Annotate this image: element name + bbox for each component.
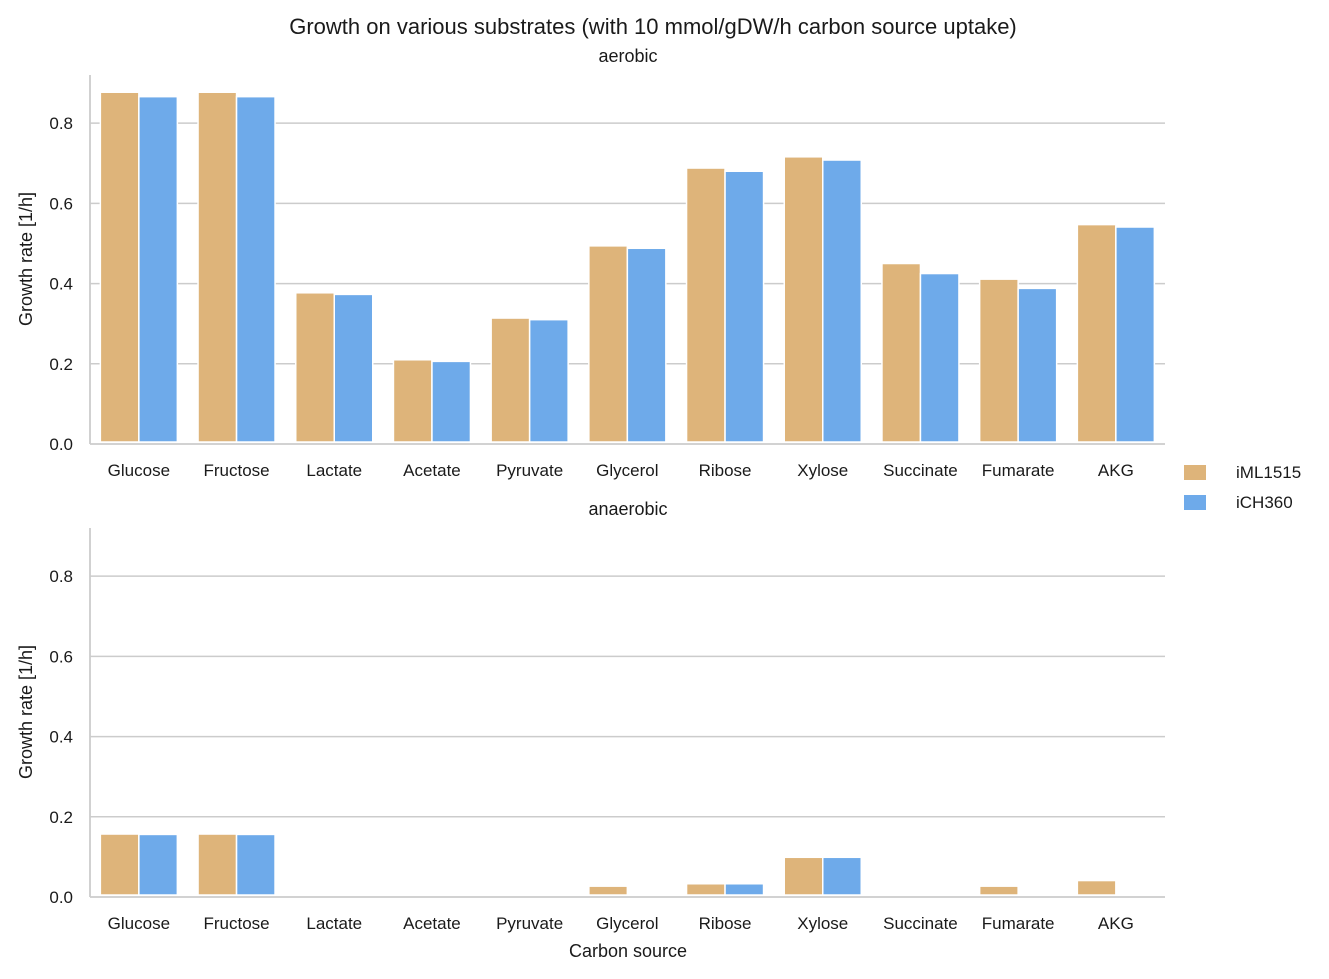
y-axis-label-aerobic: Growth rate [1/h] [16, 192, 36, 326]
bar-anaerobic-iml1515-akg [1076, 879, 1117, 896]
bar-aerobic-ich360-akg [1115, 226, 1156, 443]
y-tick-label-anaerobic: 0.8 [49, 567, 73, 586]
x-tick-label-anaerobic-lactate: Lactate [306, 914, 362, 933]
bar-aerobic-ich360-glucose [138, 95, 179, 443]
x-tick-label-aerobic-fructose: Fructose [203, 461, 269, 480]
bar-anaerobic-iml1515-glucose [99, 833, 140, 896]
bar-aerobic-iml1515-fructose [197, 91, 238, 443]
bar-aerobic-ich360-fructose [235, 95, 276, 443]
y-axis-label-anaerobic: Growth rate [1/h] [16, 645, 36, 779]
panel-anaerobic: anaerobic Growth rate [1/h] Carbon sourc… [16, 499, 1165, 961]
bar-anaerobic-ich360-xylose [822, 856, 862, 896]
y-tick-label-anaerobic: 0.2 [49, 808, 73, 827]
legend: iML1515 iCH360 [1184, 463, 1301, 512]
bar-aerobic-ich360-succinate [919, 272, 960, 443]
y-tick-label-anaerobic: 0.6 [49, 647, 73, 666]
bar-aerobic-ich360-fumarate [1017, 287, 1058, 443]
bar-aerobic-ich360-pyruvate [528, 318, 569, 443]
x-tick-label-anaerobic-succinate: Succinate [883, 914, 958, 933]
panel-title-anaerobic: anaerobic [588, 499, 667, 519]
bar-aerobic-iml1515-glucose [99, 91, 140, 443]
bar-aerobic-iml1515-ribose [685, 167, 726, 443]
x-tick-label-aerobic-glycerol: Glycerol [596, 461, 658, 480]
y-tick-label-aerobic: 0.6 [49, 194, 73, 213]
x-tick-label-aerobic-glucose: Glucose [108, 461, 170, 480]
bar-anaerobic-iml1515-fructose [197, 833, 238, 896]
x-tick-label-anaerobic-fumarate: Fumarate [982, 914, 1055, 933]
legend-swatch-iml1515 [1184, 465, 1206, 480]
x-tick-label-aerobic-acetate: Acetate [403, 461, 461, 480]
bar-aerobic-iml1515-lactate [295, 292, 335, 443]
x-tick-label-aerobic-ribose: Ribose [699, 461, 752, 480]
y-tick-label-anaerobic: 0.0 [49, 888, 73, 907]
x-tick-label-aerobic-succinate: Succinate [883, 461, 958, 480]
bar-aerobic-ich360-glycerol [626, 247, 667, 443]
bar-anaerobic-iml1515-xylose [783, 856, 824, 896]
x-tick-label-anaerobic-ribose: Ribose [699, 914, 752, 933]
panel-aerobic: aerobic Growth rate [1/h] 0.0 0.2 0.4 0.6 0.… [16, 46, 1165, 480]
x-axis-label: Carbon source [569, 941, 687, 961]
x-tick-label-anaerobic-pyruvate: Pyruvate [496, 914, 563, 933]
bar-aerobic-iml1515-akg [1076, 223, 1117, 443]
x-tick-label-anaerobic-glycerol: Glycerol [596, 914, 658, 933]
y-tick-label-aerobic: 0.0 [49, 435, 73, 454]
x-tick-label-aerobic-lactate: Lactate [306, 461, 362, 480]
panel-title-aerobic: aerobic [598, 46, 657, 66]
y-tick-label-anaerobic: 0.4 [49, 728, 73, 747]
chart-title: Growth on various substrates (with 10 mm… [289, 14, 1017, 39]
bar-aerobic-ich360-ribose [724, 170, 765, 443]
bar-aerobic-ich360-lactate [333, 293, 374, 443]
bar-aerobic-iml1515-succinate [881, 262, 922, 443]
bar-anaerobic-iml1515-glycerol [588, 885, 629, 896]
legend-swatch-ich360 [1184, 495, 1206, 510]
x-tick-label-anaerobic-glucose: Glucose [108, 914, 170, 933]
x-tick-label-aerobic-fumarate: Fumarate [982, 461, 1055, 480]
bar-aerobic-iml1515-fumarate [978, 278, 1019, 443]
bar-aerobic-ich360-xylose [822, 159, 862, 443]
bar-aerobic-ich360-acetate [431, 360, 472, 443]
x-tick-label-aerobic-xylose: Xylose [797, 461, 848, 480]
x-tick-label-anaerobic-akg: AKG [1098, 914, 1134, 933]
x-tick-label-aerobic-akg: AKG [1098, 461, 1134, 480]
x-tick-label-anaerobic-acetate: Acetate [403, 914, 461, 933]
y-tick-label-aerobic: 0.8 [49, 114, 73, 133]
bar-aerobic-iml1515-pyruvate [490, 317, 531, 443]
bar-anaerobic-iml1515-ribose [685, 883, 726, 896]
x-tick-label-anaerobic-fructose: Fructose [203, 914, 269, 933]
x-tick-label-aerobic-pyruvate: Pyruvate [496, 461, 563, 480]
bar-aerobic-iml1515-glycerol [588, 245, 629, 443]
bar-anaerobic-ich360-ribose [724, 883, 765, 896]
bar-anaerobic-iml1515-fumarate [978, 885, 1019, 896]
x-tick-label-anaerobic-xylose: Xylose [797, 914, 848, 933]
y-tick-label-aerobic: 0.4 [49, 275, 73, 294]
bar-aerobic-iml1515-xylose [783, 156, 824, 443]
y-tick-label-aerobic: 0.2 [49, 355, 73, 374]
bar-anaerobic-ich360-glucose [138, 833, 179, 896]
bar-anaerobic-ich360-fructose [235, 833, 276, 896]
legend-label-iml1515: iML1515 [1236, 463, 1301, 482]
bar-aerobic-iml1515-acetate [392, 359, 433, 443]
legend-label-ich360: iCH360 [1236, 493, 1293, 512]
